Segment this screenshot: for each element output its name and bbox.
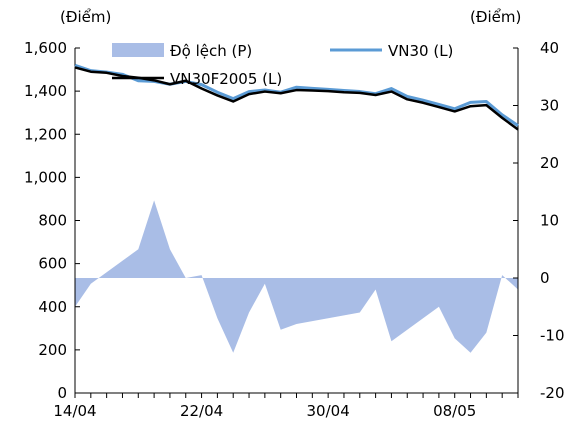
left-axis-unit: (Điểm) (60, 8, 111, 26)
left-axis-tick-label: 1,200 (24, 125, 67, 143)
legend: Độ lệch (P) VN30 (L) VN30F2005 (L) (112, 42, 453, 88)
index-lines-layer (74, 63, 519, 131)
x-axis-tick-label: 22/04 (180, 402, 223, 420)
right-axis-tick-label: 10 (540, 212, 559, 230)
left-axis-tick-label: 200 (38, 341, 67, 359)
right-axis-tick-label: -10 (540, 327, 565, 345)
right-axis-tick-label: -20 (540, 384, 565, 402)
left-axis-tick-label: 1,400 (24, 82, 67, 100)
left-axis-tick-label: 0 (57, 384, 67, 402)
legend-swatch-deviation (112, 43, 164, 57)
x-axis-tick-label: 14/04 (53, 402, 96, 420)
series-line-vn30 (74, 63, 519, 127)
right-axis-tick-label: 20 (540, 154, 559, 172)
left-axis-tick-label: 800 (38, 212, 67, 230)
legend-label-deviation: Độ lệch (P) (170, 42, 252, 60)
series-area-deviation (75, 200, 518, 353)
axes-layer: 02004006008001,0001,2001,4001,600-20-100… (24, 39, 564, 420)
right-axis-unit: (Điểm) (470, 8, 521, 26)
deviation-area-layer (75, 200, 518, 353)
left-axis-tick-label: 1,000 (24, 168, 67, 186)
left-axis-tick-label: 400 (38, 298, 67, 316)
right-axis-tick-label: 40 (540, 39, 559, 57)
legend-label-vn30f2005: VN30F2005 (L) (170, 70, 282, 88)
left-axis-tick-label: 600 (38, 255, 67, 273)
legend-label-vn30: VN30 (L) (388, 42, 453, 60)
right-axis-tick-label: 0 (540, 269, 550, 287)
right-axis-tick-label: 30 (540, 97, 559, 115)
x-axis-tick-label: 08/05 (433, 402, 476, 420)
x-axis-tick-label: 30/04 (307, 402, 350, 420)
left-axis-tick-label: 1,600 (24, 39, 67, 57)
series-line-vn30f2005 (74, 66, 519, 131)
